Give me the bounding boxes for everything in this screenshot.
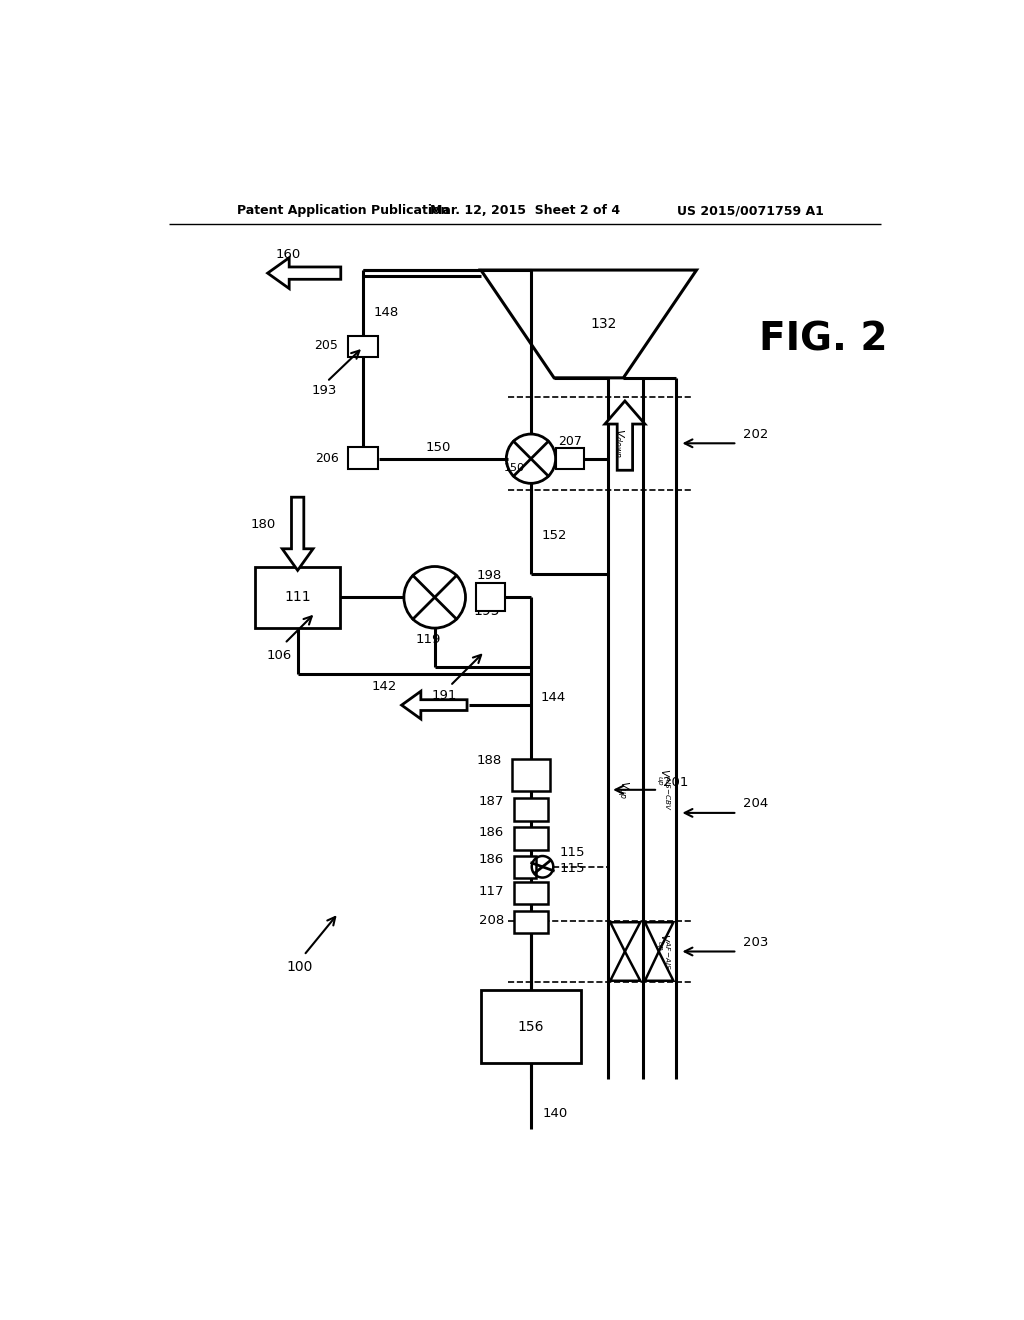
Text: 142: 142 <box>372 680 397 693</box>
Text: 100: 100 <box>287 960 313 974</box>
Polygon shape <box>481 271 696 378</box>
Text: 203: 203 <box>743 936 769 949</box>
Text: 148: 148 <box>374 306 399 319</box>
Polygon shape <box>645 952 674 981</box>
Polygon shape <box>267 257 341 289</box>
Bar <box>556 447 584 470</box>
Text: 202: 202 <box>743 428 769 441</box>
Text: 208: 208 <box>479 915 504 927</box>
Text: 115: 115 <box>559 862 585 875</box>
Text: $V_{up}$: $V_{up}$ <box>614 780 631 800</box>
Text: Mar. 12, 2015  Sheet 2 of 4: Mar. 12, 2015 Sheet 2 of 4 <box>430 205 620 218</box>
Text: 152: 152 <box>542 529 567 543</box>
Text: 160: 160 <box>275 248 301 261</box>
Text: 187: 187 <box>478 795 504 808</box>
Text: 180: 180 <box>251 517 275 531</box>
Bar <box>514 826 548 850</box>
Text: $V_{down}$: $V_{down}$ <box>611 428 626 458</box>
Bar <box>348 335 378 356</box>
Text: 186: 186 <box>479 825 504 838</box>
Text: 111: 111 <box>285 590 311 605</box>
Polygon shape <box>610 923 640 952</box>
Bar <box>514 797 548 821</box>
Text: US 2015/0071759 A1: US 2015/0071759 A1 <box>677 205 823 218</box>
Polygon shape <box>610 952 640 981</box>
Text: 117: 117 <box>478 884 504 898</box>
Text: $V_{up}^{AIS\mathregular{-}CBV}$: $V_{up}^{AIS\mathregular{-}CBV}$ <box>654 768 672 812</box>
Polygon shape <box>605 401 645 470</box>
Text: Patent Application Publication: Patent Application Publication <box>237 205 450 218</box>
Bar <box>514 882 548 904</box>
Bar <box>255 566 340 628</box>
Bar <box>514 911 548 933</box>
Text: 144: 144 <box>541 690 565 704</box>
Polygon shape <box>645 923 674 952</box>
Text: 205: 205 <box>314 339 339 352</box>
Text: 206: 206 <box>314 453 339 465</box>
Text: 119: 119 <box>416 634 441 647</box>
Text: 106: 106 <box>266 648 292 661</box>
Text: FIG. 2: FIG. 2 <box>760 321 888 358</box>
Text: 195: 195 <box>473 605 500 618</box>
Polygon shape <box>401 692 467 719</box>
Text: 132: 132 <box>591 317 617 331</box>
Text: 150: 150 <box>504 463 524 473</box>
Bar <box>475 583 505 611</box>
Text: 198: 198 <box>477 569 503 582</box>
Polygon shape <box>283 498 313 570</box>
Text: 150: 150 <box>426 441 452 454</box>
Text: 115: 115 <box>559 846 585 859</box>
Text: 188: 188 <box>476 754 502 767</box>
Text: 201: 201 <box>664 776 689 788</box>
Bar <box>348 447 378 469</box>
Text: 204: 204 <box>743 797 769 810</box>
Text: 207: 207 <box>558 436 583 449</box>
Text: 186: 186 <box>479 853 504 866</box>
Text: 140: 140 <box>543 1106 567 1119</box>
Text: 156: 156 <box>518 1019 544 1034</box>
Text: $V_{up}^{AF\mathregular{-}AIS}$: $V_{up}^{AF\mathregular{-}AIS}$ <box>654 933 672 970</box>
Bar <box>514 855 536 878</box>
Bar <box>512 759 550 792</box>
Bar <box>481 990 581 1063</box>
Text: 191: 191 <box>432 689 458 702</box>
Text: 193: 193 <box>312 384 337 397</box>
